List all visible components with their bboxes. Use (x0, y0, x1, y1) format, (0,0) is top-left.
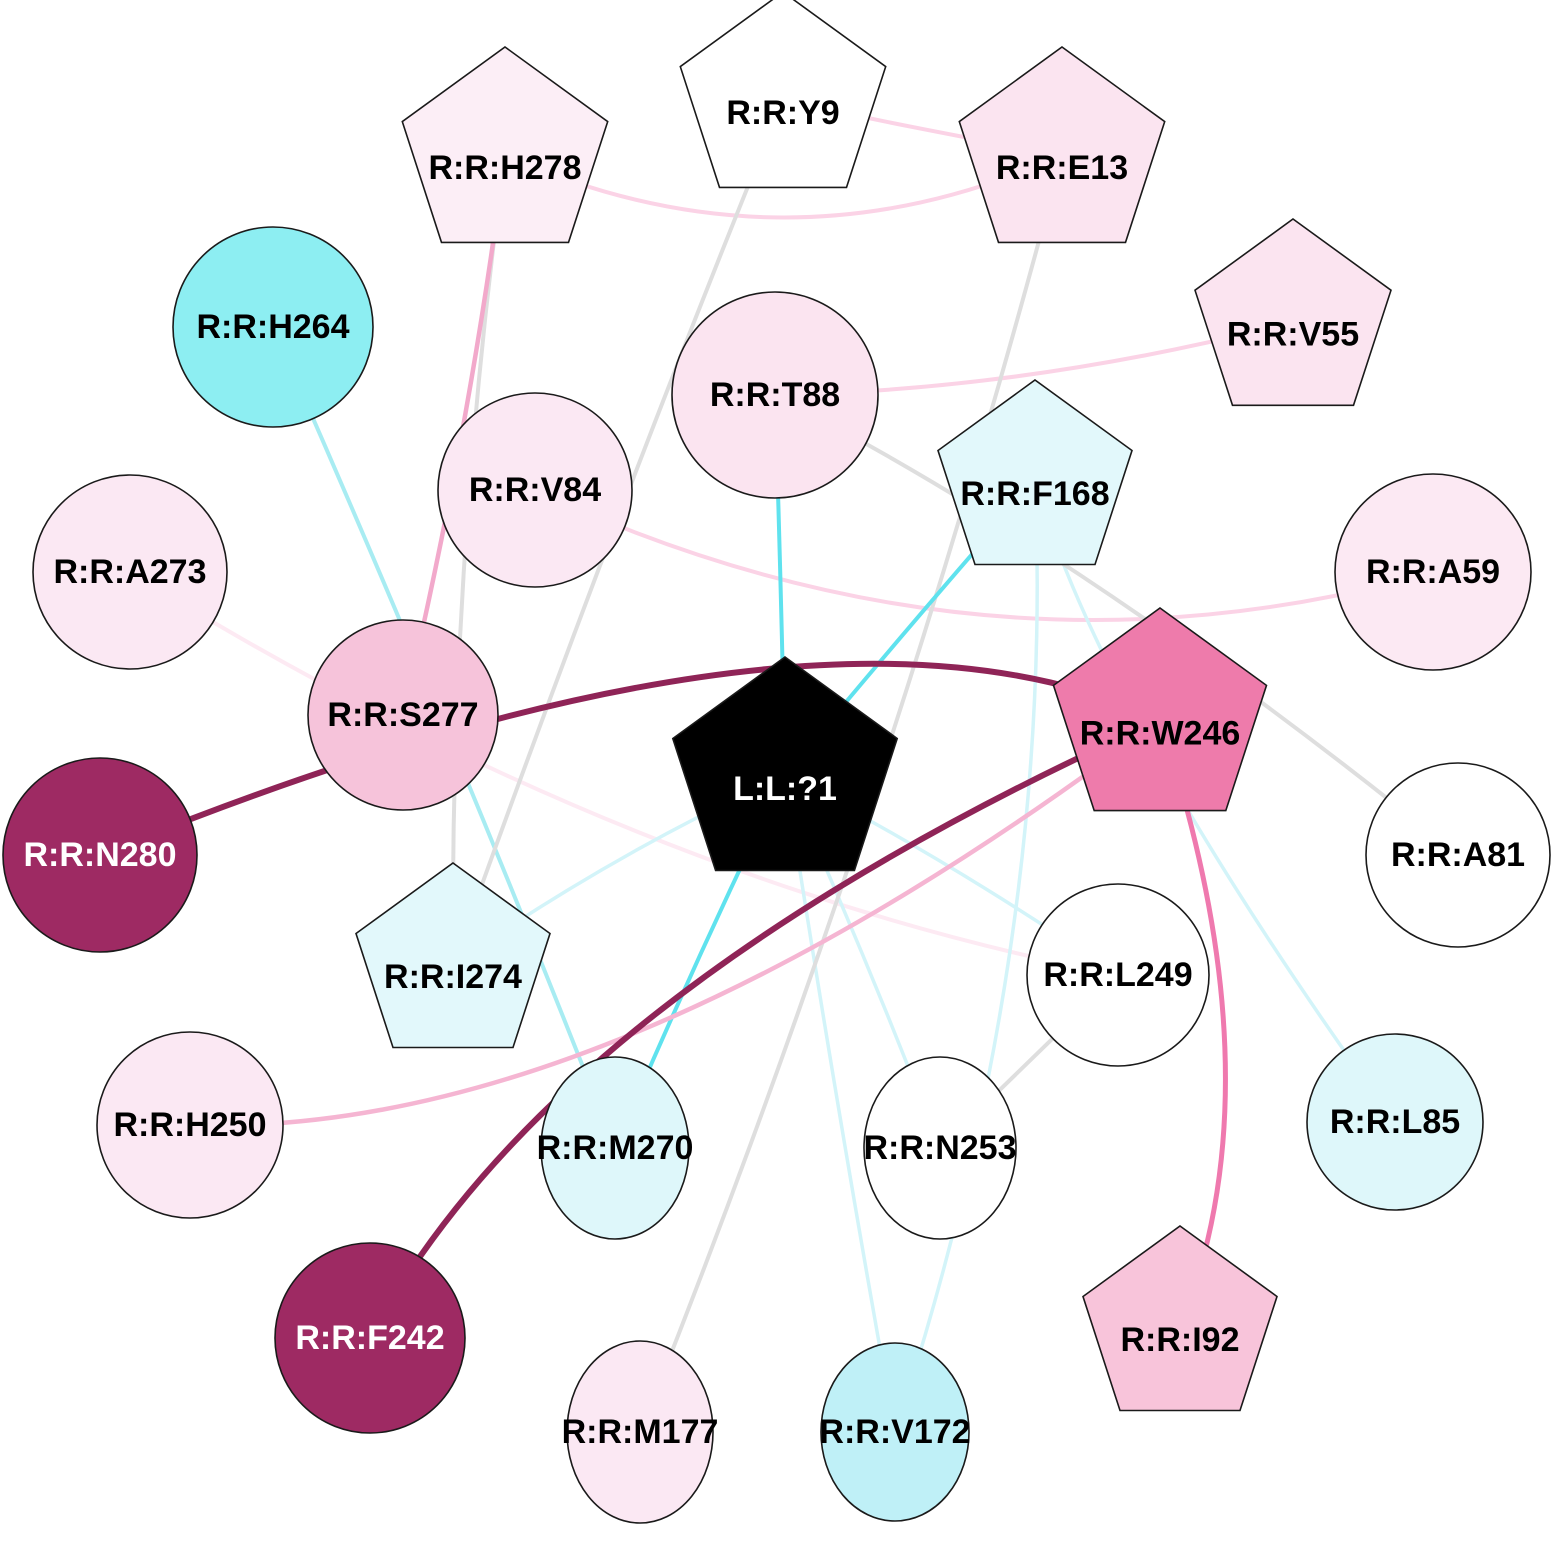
node-a59[interactable]: R:R:A59 (1334, 473, 1532, 671)
node-shape-circle[interactable] (172, 226, 374, 428)
node-shape-circle[interactable] (437, 392, 633, 588)
node-shape-circle[interactable] (1334, 473, 1532, 671)
edge-n280-w246 (97, 660, 1163, 858)
node-n280[interactable]: R:R:N280 (2, 757, 198, 953)
node-l249[interactable]: R:R:L249 (1026, 883, 1210, 1067)
node-shape-ellipse[interactable] (863, 1056, 1017, 1240)
node-shape-circle[interactable] (671, 291, 879, 499)
node-h250[interactable]: R:R:H250 (96, 1031, 284, 1219)
node-shape-pentagon[interactable] (1082, 1225, 1278, 1412)
node-shape-circle[interactable] (2, 757, 198, 953)
node-shape-ellipse[interactable] (820, 1342, 970, 1522)
node-shape-pentagon[interactable] (958, 46, 1166, 244)
node-a81[interactable]: R:R:A81 (1365, 762, 1551, 948)
edge-v84-a59 (533, 488, 1435, 622)
node-shape-circle[interactable] (274, 1242, 466, 1434)
node-shape-pentagon[interactable] (355, 862, 551, 1049)
node-shape-pentagon[interactable] (1052, 607, 1268, 812)
node-n253[interactable]: R:R:N253 (863, 1056, 1017, 1240)
node-shape-circle[interactable] (32, 474, 228, 670)
node-shape-circle[interactable] (1365, 762, 1551, 948)
edge-a273-l249 (128, 570, 1120, 977)
node-shape-circle[interactable] (1306, 1033, 1484, 1211)
node-v84[interactable]: R:R:V84 (437, 392, 633, 588)
node-s277[interactable]: R:R:S277 (307, 619, 499, 811)
node-t88[interactable]: R:R:T88 (671, 291, 879, 499)
node-shape-circle[interactable] (307, 619, 499, 811)
node-shape-pentagon[interactable] (401, 46, 609, 244)
node-shape-pentagon[interactable] (679, 0, 887, 189)
edge-f168-v172 (893, 480, 1039, 1434)
node-shape-circle[interactable] (1026, 883, 1210, 1067)
node-shape-circle[interactable] (96, 1031, 284, 1219)
node-h264[interactable]: R:R:H264 (172, 226, 374, 428)
node-shape-pentagon[interactable] (937, 379, 1133, 566)
edge-t88-a81 (773, 393, 1460, 857)
node-shape-ellipse[interactable] (566, 1340, 714, 1524)
node-shape-pentagon[interactable] (1194, 218, 1392, 407)
node-v172[interactable]: R:R:V172 (819, 1342, 971, 1522)
node-l85[interactable]: R:R:L85 (1306, 1033, 1484, 1211)
node-shape-pentagon[interactable] (671, 656, 899, 872)
edge-f242-w246 (367, 717, 1163, 1341)
edge-w246-h250 (187, 717, 1163, 1128)
node-f242[interactable]: R:R:F242 (274, 1242, 466, 1434)
node-a273[interactable]: R:R:A273 (32, 474, 228, 670)
node-shape-ellipse[interactable] (540, 1056, 690, 1240)
